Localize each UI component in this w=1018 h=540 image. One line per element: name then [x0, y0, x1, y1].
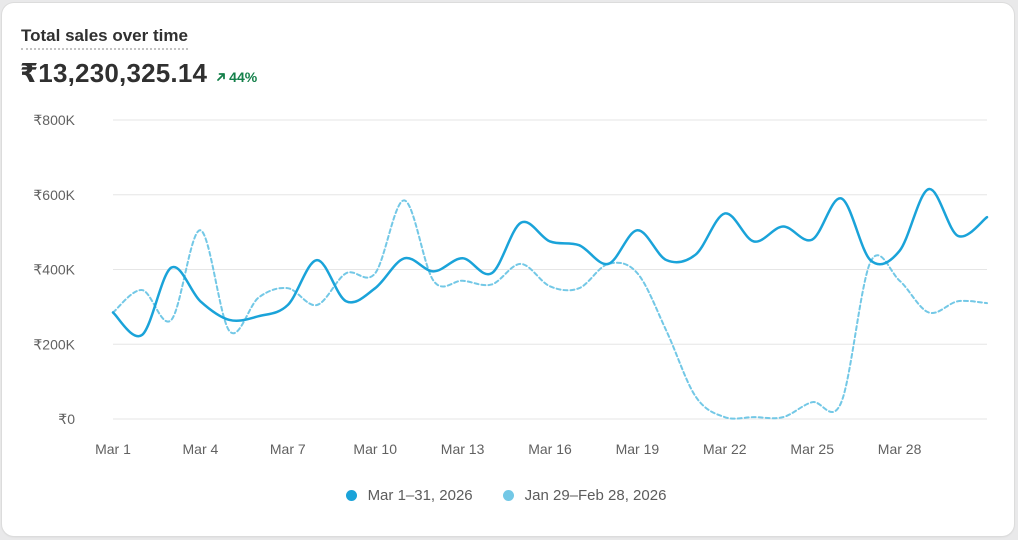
point-current[interactable]: [168, 265, 174, 271]
point-current[interactable]: [809, 237, 815, 243]
point-current[interactable]: [372, 285, 378, 291]
point-previous[interactable]: [664, 328, 670, 334]
point-current[interactable]: [343, 298, 349, 304]
point-previous[interactable]: [780, 414, 786, 420]
chart-title[interactable]: Total sales over time: [21, 26, 188, 50]
point-previous[interactable]: [314, 302, 320, 308]
point-previous[interactable]: [430, 278, 436, 284]
x-tick-label: Mar 25: [790, 441, 834, 457]
point-current[interactable]: [867, 257, 873, 263]
point-previous[interactable]: [751, 414, 757, 420]
point-current[interactable]: [314, 257, 320, 263]
delta-badge: 44%: [216, 69, 257, 85]
x-tick-label: Mar 16: [528, 441, 572, 457]
point-previous[interactable]: [809, 399, 815, 405]
point-previous[interactable]: [227, 328, 233, 334]
point-previous[interactable]: [547, 283, 553, 289]
y-tick-label: ₹800K: [33, 112, 75, 128]
point-previous[interactable]: [722, 414, 728, 420]
point-current[interactable]: [693, 252, 699, 258]
x-tick-label: Mar 7: [270, 441, 306, 457]
point-previous[interactable]: [926, 309, 932, 315]
point-current[interactable]: [605, 261, 611, 267]
point-previous[interactable]: [372, 270, 378, 276]
point-current[interactable]: [401, 255, 407, 261]
point-current[interactable]: [838, 195, 844, 201]
delta-value: 44%: [229, 69, 258, 85]
legend-swatch-current: [345, 490, 357, 501]
legend-swatch-previous: [502, 490, 514, 501]
point-current[interactable]: [926, 186, 932, 192]
y-tick-label: ₹600K: [33, 187, 75, 203]
legend-label-current: Mar 1–31, 2026: [367, 487, 473, 504]
point-current[interactable]: [634, 227, 640, 233]
point-previous[interactable]: [460, 278, 466, 284]
point-previous[interactable]: [168, 317, 174, 323]
point-current[interactable]: [897, 248, 903, 254]
point-current[interactable]: [722, 210, 728, 216]
point-previous[interactable]: [693, 394, 699, 400]
legend-item-previous[interactable]: Jan 29–Feb 28, 2026: [502, 487, 667, 504]
y-tick-label: ₹0: [58, 411, 75, 427]
point-previous[interactable]: [285, 285, 291, 291]
point-previous[interactable]: [401, 197, 407, 203]
point-current[interactable]: [751, 238, 757, 244]
point-current[interactable]: [984, 214, 990, 220]
line-chart[interactable]: ₹0 ₹200K ₹400K ₹600K ₹800K Mar 1 Mar 4 Mar 7 Mar…: [0, 0, 1018, 480]
point-previous[interactable]: [634, 270, 640, 276]
total-row: ₹13,230,325.14 44%: [20, 58, 257, 89]
x-tick-label: Mar 13: [441, 441, 485, 457]
point-current[interactable]: [664, 257, 670, 263]
x-tick-label: Mar 28: [878, 441, 922, 457]
point-current[interactable]: [489, 270, 495, 276]
point-previous[interactable]: [838, 399, 844, 405]
point-previous[interactable]: [256, 295, 262, 301]
point-previous[interactable]: [139, 287, 145, 293]
legend-item-current[interactable]: Mar 1–31, 2026: [345, 487, 473, 504]
point-previous[interactable]: [897, 278, 903, 284]
x-tick-label: Mar 10: [353, 441, 397, 457]
point-current[interactable]: [780, 224, 786, 230]
point-current[interactable]: [256, 313, 262, 319]
point-current[interactable]: [197, 298, 203, 304]
point-current[interactable]: [430, 268, 436, 274]
legend: Mar 1–31, 2026 Jan 29–Feb 28, 2026: [0, 487, 1012, 504]
point-previous[interactable]: [984, 300, 990, 306]
point-current[interactable]: [576, 242, 582, 248]
point-current[interactable]: [547, 238, 553, 244]
point-current[interactable]: [139, 332, 145, 338]
point-previous[interactable]: [955, 298, 961, 304]
point-previous[interactable]: [489, 281, 495, 287]
point-previous[interactable]: [518, 261, 524, 267]
point-previous[interactable]: [576, 285, 582, 291]
point-current[interactable]: [460, 255, 466, 261]
y-tick-label: ₹200K: [33, 336, 75, 352]
x-tick-label: Mar 1: [95, 441, 131, 457]
point-current[interactable]: [110, 309, 116, 315]
series-line-previous[interactable]: [112, 199, 988, 420]
x-tick-label: Mar 19: [616, 441, 660, 457]
point-current[interactable]: [955, 233, 961, 239]
arrow-up-right-icon: [217, 73, 226, 81]
x-tick-label: Mar 22: [703, 441, 747, 457]
total-sales-value: ₹13,230,325.14: [20, 58, 208, 88]
point-current[interactable]: [518, 220, 524, 226]
point-current[interactable]: [227, 317, 233, 323]
point-previous[interactable]: [197, 227, 203, 233]
point-current[interactable]: [285, 302, 291, 308]
legend-label-previous: Jan 29–Feb 28, 2026: [524, 487, 667, 504]
y-tick-label: ₹400K: [33, 262, 75, 278]
point-previous[interactable]: [343, 270, 349, 276]
x-tick-label: Mar 4: [183, 441, 219, 457]
series-line-current[interactable]: [111, 187, 989, 338]
